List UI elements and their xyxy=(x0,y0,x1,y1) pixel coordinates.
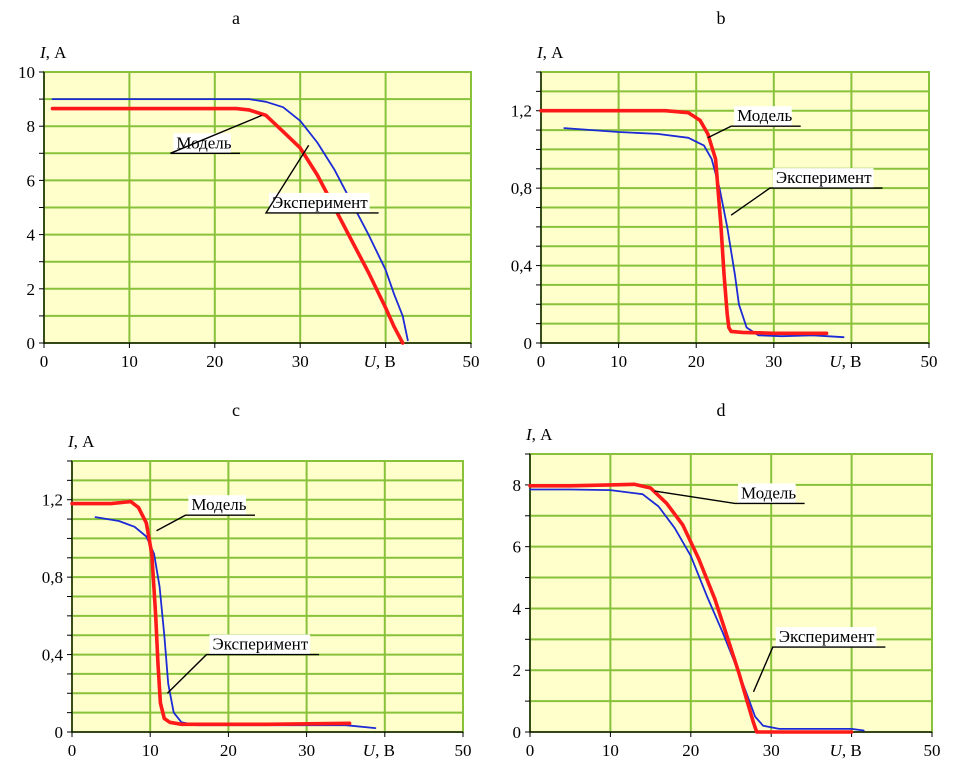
legend-label-bg xyxy=(734,106,792,127)
y-tick-label: 1,2 xyxy=(511,102,532,121)
legend-leader-line xyxy=(654,490,805,505)
legend-leader-line xyxy=(264,144,379,214)
x-tick-label: 30 xyxy=(298,741,315,760)
legend-label-bg xyxy=(738,483,796,504)
y-tick-label: 0 xyxy=(27,334,36,353)
series-line-experiment xyxy=(529,488,865,732)
panel-b: 00,40,81,201020304050bI, АU, ВМодельЭксп… xyxy=(511,8,938,371)
x-tick-label: 10 xyxy=(142,741,159,760)
x-axis-label-bg xyxy=(358,740,405,760)
legend-leader-line xyxy=(156,514,255,532)
x-tick-label: 30 xyxy=(292,352,309,371)
plot-area xyxy=(530,454,932,732)
panel-label: c xyxy=(232,400,240,420)
y-tick-label: 4 xyxy=(513,599,522,618)
legend-label-bg xyxy=(188,495,246,516)
legend-label-bg xyxy=(173,133,231,154)
x-axis-label: U, В xyxy=(364,352,396,371)
legend-label: Эксперимент xyxy=(272,193,368,212)
legend-leader-line xyxy=(752,646,886,693)
x-tick-label: 10 xyxy=(121,352,138,371)
x-tick-label: 50 xyxy=(455,741,472,760)
legend-label-bg xyxy=(772,168,874,189)
legend-label: Модель xyxy=(737,106,792,125)
legend-label: Эксперимент xyxy=(776,168,872,187)
series-line-model xyxy=(539,108,829,336)
x-tick-label: 0 xyxy=(68,741,77,760)
y-tick-label: 0 xyxy=(524,334,533,353)
x-axis-label-bg xyxy=(825,351,872,371)
legend-leader-line xyxy=(166,653,320,694)
y-tick-label: 2 xyxy=(27,280,36,299)
legend-leader-line xyxy=(730,187,883,216)
series-line-model xyxy=(50,106,405,345)
x-axis-label: U, В xyxy=(830,741,862,760)
x-axis-label-bg xyxy=(825,740,872,760)
y-axis-label: I, А xyxy=(525,425,553,444)
y-tick-label: 1,2 xyxy=(42,491,63,510)
y-tick-label: 8 xyxy=(27,117,36,136)
y-axis-label: I, А xyxy=(67,432,95,451)
x-tick-label: 20 xyxy=(682,741,699,760)
x-tick-label: 50 xyxy=(924,741,941,760)
panel-label: b xyxy=(717,8,726,28)
y-axis-label: I, А xyxy=(39,43,67,62)
legend-label: Модель xyxy=(741,483,796,502)
legend-label: Эксперимент xyxy=(779,627,875,646)
panel-d: 0246801020304050dI, АU, ВМодельЭкспериме… xyxy=(513,400,941,760)
y-tick-label: 4 xyxy=(27,226,36,245)
y-tick-label: 0 xyxy=(513,723,522,742)
y-tick-label: 0,8 xyxy=(42,568,63,587)
y-tick-label: 0,4 xyxy=(511,257,533,276)
x-axis-label: U, В xyxy=(829,352,861,371)
x-tick-label: 0 xyxy=(537,352,546,371)
legend-label-bg xyxy=(269,192,370,213)
x-tick-label: 0 xyxy=(40,352,49,371)
x-tick-label: 30 xyxy=(763,741,780,760)
panel-label: d xyxy=(717,400,726,420)
x-axis-label: U, В xyxy=(363,741,395,760)
legend-label-bg xyxy=(209,634,311,655)
y-tick-label: 2 xyxy=(513,661,522,680)
x-tick-label: 0 xyxy=(526,741,535,760)
x-tick-label: 50 xyxy=(921,352,938,371)
x-tick-label: 50 xyxy=(463,352,480,371)
legend-leader-line xyxy=(707,125,801,139)
x-tick-label: 20 xyxy=(220,741,237,760)
legend-label-bg xyxy=(775,627,877,648)
y-tick-label: 6 xyxy=(27,171,36,190)
series-line-model xyxy=(70,499,352,727)
y-tick-label: 8 xyxy=(513,476,522,495)
legend-leader-line xyxy=(170,114,263,155)
panel-a: 024681001020304050aI, АU, ВМодельЭкспери… xyxy=(18,8,480,371)
x-tick-label: 30 xyxy=(765,352,782,371)
panel-label: a xyxy=(232,8,240,28)
x-tick-label: 10 xyxy=(610,352,627,371)
series-line-model xyxy=(528,482,854,734)
x-tick-label: 20 xyxy=(688,352,705,371)
x-tick-label: 10 xyxy=(602,741,619,760)
y-tick-label: 0 xyxy=(55,723,64,742)
y-tick-label: 0,4 xyxy=(42,646,64,665)
x-tick-label: 20 xyxy=(206,352,223,371)
y-tick-label: 6 xyxy=(513,538,522,557)
legend-label: Модель xyxy=(176,133,231,152)
series-line-experiment xyxy=(563,127,845,339)
y-tick-label: 10 xyxy=(18,63,35,82)
y-tick-label: 0,8 xyxy=(511,179,532,198)
panel-c: 00,40,81,201020304050cI, АU, ВМодельЭксп… xyxy=(42,400,472,760)
legend-label: Модель xyxy=(191,495,246,514)
legend-label: Эксперимент xyxy=(213,635,309,654)
series-line-experiment xyxy=(51,98,409,342)
y-axis-label: I, А xyxy=(536,43,564,62)
x-axis-label-bg xyxy=(359,351,406,371)
